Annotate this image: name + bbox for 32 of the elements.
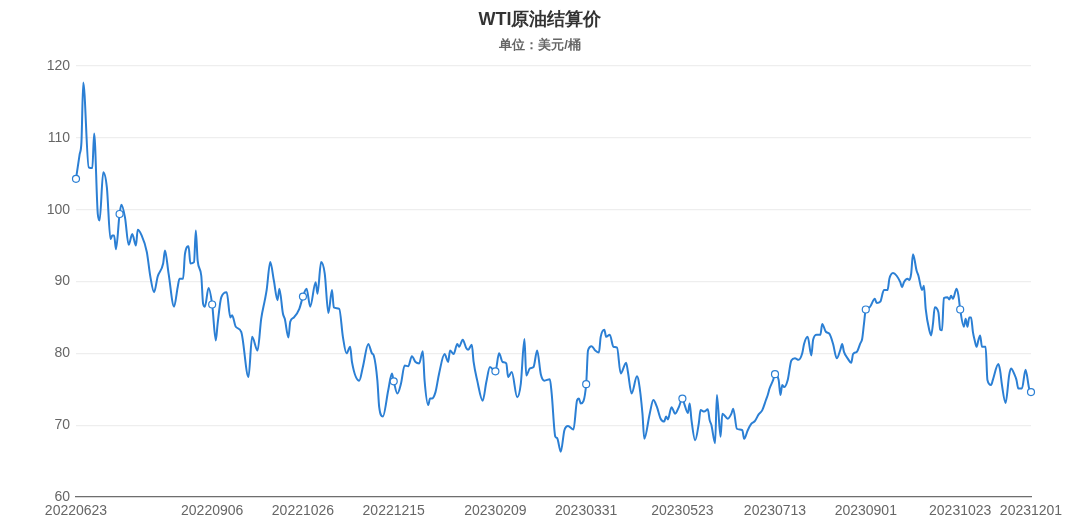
y-tick-label: 60	[54, 487, 71, 504]
x-tick-label: 20230523	[651, 502, 714, 519]
x-tick-label: 20231201	[999, 502, 1063, 519]
point	[491, 367, 500, 376]
point	[115, 209, 124, 219]
x-tick-label: 20230209	[464, 502, 527, 519]
point	[582, 380, 591, 389]
point	[208, 300, 217, 309]
x-tick-label: 20221215	[362, 502, 426, 519]
point	[298, 292, 308, 301]
chart-subtitle: 单位：美元/桶	[498, 36, 581, 52]
x-tick-label: 20230713	[743, 502, 807, 519]
y-tick-label: 100	[46, 200, 71, 217]
x-tick-label: 20230331	[555, 502, 618, 519]
x-tick-label: 20231023	[929, 502, 992, 519]
point	[861, 305, 870, 314]
x-tick-label: 20220906	[181, 502, 244, 519]
x-tick-label: 20220623	[44, 502, 108, 519]
x-tick-label: 20221026	[271, 502, 335, 519]
y-tick-label: 90	[54, 272, 71, 289]
point	[678, 394, 687, 403]
y-tick-label: 110	[47, 128, 71, 145]
point	[770, 370, 780, 379]
point	[956, 305, 965, 314]
x-tick-label: 20230901	[834, 502, 898, 519]
chart-title: WTI原油结算价	[478, 8, 603, 29]
point	[71, 174, 81, 183]
y-tick-label: 70	[54, 416, 71, 433]
point	[1026, 388, 1036, 397]
point	[389, 377, 398, 386]
y-tick-label: 120	[46, 56, 71, 73]
y-tick-label: 80	[54, 344, 71, 361]
